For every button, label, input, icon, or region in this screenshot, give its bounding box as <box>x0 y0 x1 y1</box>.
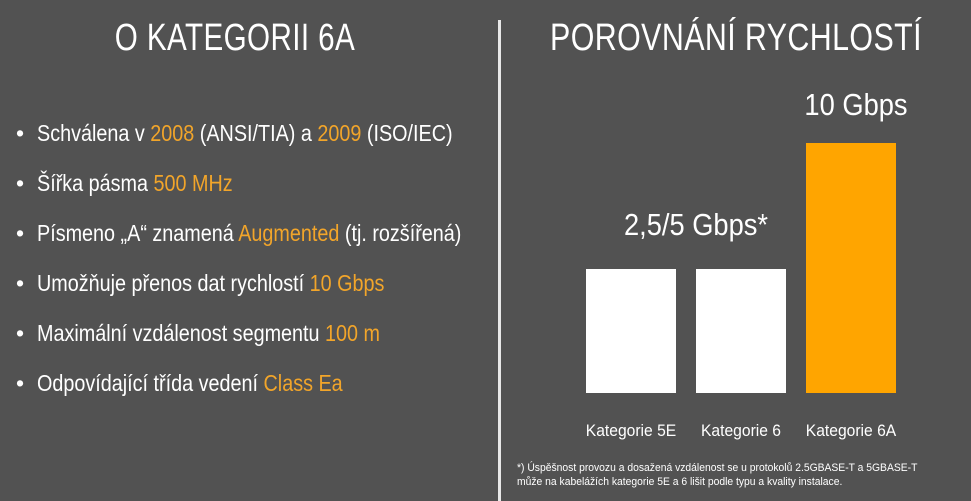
highlight-segment: 500 MHz <box>153 170 233 196</box>
highlight-segment: 100 m <box>325 320 381 346</box>
list-item: • Umožňuje přenos dat rychlostí 10 Gbps <box>0 258 498 308</box>
list-item: • Odpovídající třída vedení Class Ea <box>0 358 498 408</box>
list-item-text: Maximální vzdálenost segmentu 100 m <box>37 308 380 358</box>
bar-kategorie-5e <box>586 269 676 393</box>
text-segment: Odpovídající třída vedení <box>37 370 264 396</box>
highlight-segment: 2008 <box>150 120 195 146</box>
right-panel-title: POROVNÁNÍ RYCHLOSTÍ <box>550 17 922 59</box>
text-segment: Schválena v <box>37 120 151 146</box>
list-item: • Šířka pásma 500 MHz <box>0 158 498 208</box>
category-label-kategorie-6: Kategorie 6 <box>700 421 781 440</box>
text-segment: (ANSI/TIA) a <box>194 120 318 146</box>
list-item: • Schválena v 2008 (ANSI/TIA) a 2009 (IS… <box>0 108 498 158</box>
list-item-text: Šířka pásma 500 MHz <box>37 158 233 208</box>
highlight-segment: 10 Gbps <box>309 270 385 296</box>
bullet-marker-icon: • <box>16 120 25 146</box>
value-label-high-speed: 10 Gbps <box>804 87 908 122</box>
text-segment: (tj. rozšířená) <box>339 220 462 246</box>
bullet-marker-icon: • <box>16 320 25 346</box>
list-item-text: Umožňuje přenos dat rychlostí 10 Gbps <box>37 258 384 308</box>
list-item-text: Písmeno „A“ znamená Augmented (tj. rozší… <box>37 208 461 258</box>
bar-kategorie-6 <box>696 269 786 393</box>
text-segment: Písmeno „A“ znamená <box>37 220 239 246</box>
text-segment: Umožňuje přenos dat rychlostí <box>37 270 310 296</box>
bullet-marker-icon: • <box>16 170 25 196</box>
highlight-segment: Class Ea <box>263 370 343 396</box>
left-panel-title: O KATEGORII 6A <box>114 17 356 59</box>
text-segment: (ISO/IEC) <box>361 120 453 146</box>
speed-comparison-bar-chart: 2,5/5 Gbps* 10 Gbps Kategorie 5E Kategor… <box>501 0 971 501</box>
panel-divider <box>498 20 501 501</box>
text-segment: Maximální vzdálenost segmentu <box>37 320 326 346</box>
list-item-text: Schválena v 2008 (ANSI/TIA) a 2009 (ISO/… <box>37 108 453 158</box>
right-panel: POROVNÁNÍ RYCHLOSTÍ 2,5/5 Gbps* 10 Gbps … <box>501 0 971 501</box>
value-label-low-speeds: 2,5/5 Gbps* <box>623 207 769 242</box>
highlight-segment: 2009 <box>317 120 362 146</box>
chart-footnote: *) Úspěšnost provozu a dosažená vzdáleno… <box>517 462 918 488</box>
list-item: • Písmeno „A“ znamená Augmented (tj. roz… <box>0 208 498 258</box>
bullet-marker-icon: • <box>16 370 25 396</box>
bullet-marker-icon: • <box>16 220 25 246</box>
category-label-kategorie-6a: Kategorie 6A <box>805 421 897 440</box>
category-label-kategorie-5e: Kategorie 5E <box>585 421 677 440</box>
highlight-segment: Augmented <box>238 220 340 246</box>
bar-kategorie-6a <box>806 143 896 393</box>
list-item: • Maximální vzdálenost segmentu 100 m <box>0 308 498 358</box>
list-item-text: Odpovídající třída vedení Class Ea <box>37 358 343 408</box>
left-panel: O KATEGORII 6A • Schválena v 2008 (ANSI/… <box>0 17 498 408</box>
bullet-list: • Schválena v 2008 (ANSI/TIA) a 2009 (IS… <box>0 108 498 408</box>
text-segment: Šířka pásma <box>37 170 154 196</box>
bullet-marker-icon: • <box>16 270 25 296</box>
